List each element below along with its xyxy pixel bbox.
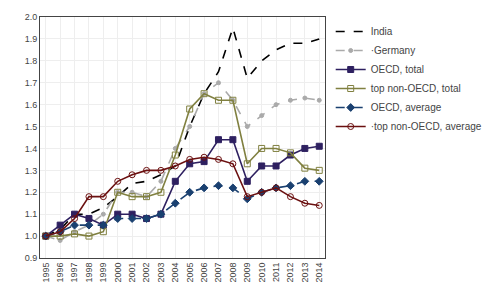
- svg-text:1.8: 1.8: [25, 56, 38, 66]
- svg-text:1.0: 1.0: [25, 231, 38, 241]
- svg-text:1997: 1997: [69, 263, 79, 283]
- svg-text:2011: 2011: [271, 263, 281, 282]
- svg-text:2003: 2003: [156, 263, 166, 283]
- svg-text:2005: 2005: [185, 263, 195, 283]
- svg-text:2000: 2000: [113, 263, 123, 283]
- svg-text:2009: 2009: [242, 263, 252, 283]
- svg-text:·Germany: ·Germany: [371, 45, 415, 56]
- svg-text:2.0: 2.0: [25, 12, 38, 22]
- svg-text:·top non-OECD, average: ·top non-OECD, average: [371, 121, 482, 132]
- svg-text:2014: 2014: [314, 263, 324, 283]
- svg-text:2002: 2002: [141, 263, 151, 283]
- svg-text:2004: 2004: [170, 263, 180, 283]
- svg-text:top non-OECD, total: top non-OECD, total: [371, 83, 461, 94]
- svg-text:India: India: [371, 26, 393, 37]
- svg-text:2007: 2007: [213, 263, 223, 283]
- svg-text:1.4: 1.4: [25, 144, 38, 154]
- svg-text:2010: 2010: [257, 263, 267, 283]
- svg-text:1996: 1996: [55, 263, 65, 283]
- svg-text:1.3: 1.3: [25, 166, 38, 176]
- svg-text:1.5: 1.5: [25, 122, 38, 132]
- svg-text:OECD, total: OECD, total: [371, 64, 424, 75]
- svg-text:0.9: 0.9: [25, 253, 38, 263]
- svg-text:2008: 2008: [228, 263, 238, 283]
- svg-text:2012: 2012: [285, 263, 295, 283]
- svg-text:1995: 1995: [41, 263, 51, 283]
- svg-text:1.1: 1.1: [25, 209, 38, 219]
- svg-text:1.6: 1.6: [25, 100, 38, 110]
- svg-text:1.9: 1.9: [25, 34, 38, 44]
- svg-text:OECD, average: OECD, average: [371, 102, 442, 113]
- svg-text:1998: 1998: [84, 263, 94, 283]
- svg-text:2013: 2013: [300, 263, 310, 283]
- svg-text:2006: 2006: [199, 263, 209, 283]
- svg-text:2001: 2001: [127, 263, 137, 283]
- svg-text:1.2: 1.2: [25, 187, 38, 197]
- svg-text:1999: 1999: [98, 263, 108, 283]
- svg-text:1.7: 1.7: [25, 78, 38, 88]
